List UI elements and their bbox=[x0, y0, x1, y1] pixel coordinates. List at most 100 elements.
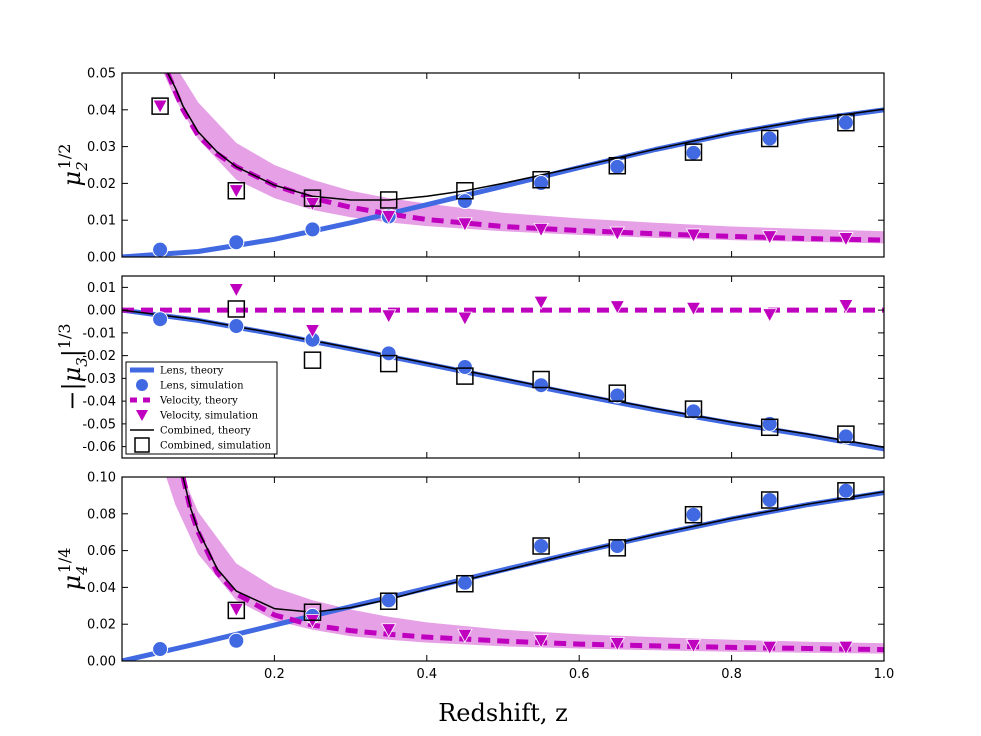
velocity-simulation-point bbox=[304, 197, 321, 212]
lens-simulation-point bbox=[533, 538, 550, 554]
velocity-simulation-point bbox=[762, 230, 778, 245]
velocity-simulation-point bbox=[533, 634, 549, 649]
velocity-simulation-point bbox=[685, 638, 702, 654]
y-axis-label-top: μ21/2 bbox=[55, 144, 91, 187]
velocity-range-band bbox=[166, 477, 884, 654]
velocity-simulation-point bbox=[533, 295, 549, 311]
velocity-simulation-point bbox=[685, 228, 702, 243]
velocity-simulation-point bbox=[381, 623, 397, 638]
combined-theory-line bbox=[122, 309, 884, 449]
y-tick-label: 0.08 bbox=[87, 507, 116, 522]
velocity-simulation-point bbox=[381, 210, 397, 225]
combined-simulation-point bbox=[608, 156, 627, 175]
y-axis-label-superscript: 1/2 bbox=[55, 144, 74, 170]
y-tick-label: -0.02 bbox=[82, 349, 116, 364]
y-axis-label-suffix: | bbox=[58, 349, 87, 357]
axes-frame-top bbox=[121, 72, 885, 258]
lens-simulation-point bbox=[152, 311, 169, 328]
velocity-simulation-point bbox=[457, 628, 473, 644]
legend-label: Combined, theory bbox=[160, 426, 251, 437]
y-tick-label: -0.01 bbox=[82, 326, 116, 341]
y-axis-label-symbol: μ bbox=[58, 367, 86, 383]
panel-top: 0.00 0.01 0.02 0.03 0.04 0.05 μ21/2 bbox=[55, 67, 885, 266]
velocity-simulation-point bbox=[685, 301, 702, 317]
combined-simulation-point bbox=[837, 425, 855, 443]
lens-simulation-point bbox=[533, 377, 550, 394]
y-tick-label: -0.05 bbox=[82, 417, 116, 432]
velocity-range-band bbox=[163, 73, 884, 244]
combined-simulation-point bbox=[684, 400, 703, 418]
y-tick-label: 0.01 bbox=[87, 281, 116, 296]
lens-simulation-point bbox=[152, 641, 169, 658]
x-tick-label: 0.6 bbox=[569, 667, 590, 682]
combined-simulation-point bbox=[227, 182, 246, 200]
panel-bottom: 0.00 0.02 0.04 0.06 0.08 0.10 0.2 0.4 0.6 0.8 1.0 μ… bbox=[55, 471, 895, 728]
velocity-simulation-point bbox=[609, 226, 625, 241]
y-axis-label-subscript: 4 bbox=[73, 565, 91, 576]
axes-frame-middle bbox=[121, 275, 885, 459]
y-axis-label-prefix: −| bbox=[58, 382, 87, 410]
legend: Lens, theory Lens, simulation Velocity, th… bbox=[125, 361, 278, 455]
lens-simulation-point bbox=[456, 359, 473, 375]
y-tick-label: 0.04 bbox=[87, 103, 116, 118]
velocity-simulation-point bbox=[228, 184, 244, 199]
combined-simulation-point bbox=[456, 367, 474, 385]
y-tick-label: 0.03 bbox=[87, 140, 116, 155]
combined-simulation-point bbox=[379, 354, 398, 373]
y-axis-label-superscript: 1/3 bbox=[55, 323, 74, 349]
lens-simulation-point bbox=[609, 158, 626, 175]
x-axis-label: Redshift, z bbox=[438, 699, 568, 727]
legend-box bbox=[125, 361, 278, 455]
combined-simulation-point bbox=[608, 539, 627, 557]
x-tick-label: 1.0 bbox=[874, 667, 895, 682]
combined-simulation-point bbox=[684, 505, 703, 524]
legend-marker bbox=[134, 437, 150, 453]
combined-simulation-point bbox=[379, 191, 398, 209]
y-axis-label-superscript: 1/4 bbox=[55, 548, 74, 574]
y-tick-label: -0.06 bbox=[82, 440, 116, 455]
velocity-simulation-point bbox=[609, 637, 625, 652]
axes-frame-bottom bbox=[121, 476, 885, 662]
legend-label: Velocity, theory bbox=[159, 396, 238, 407]
plot-area-middle bbox=[122, 307, 884, 452]
x-tick-label: 0.4 bbox=[416, 667, 437, 682]
velocity-simulation-point bbox=[381, 309, 397, 324]
velocity-theory-line bbox=[165, 73, 884, 243]
lens-simulation-point bbox=[228, 632, 245, 649]
lens-simulation-point bbox=[228, 318, 245, 335]
y-axis-label-subscript: 3 bbox=[73, 357, 91, 367]
y-tick-label: 0.01 bbox=[87, 214, 116, 229]
lens-simulation-point bbox=[609, 538, 626, 554]
velocity-simulation-point bbox=[152, 99, 168, 114]
lens-simulation-point bbox=[380, 592, 397, 609]
y-axis-label-symbol: μ bbox=[58, 171, 86, 187]
y-tick-label: 0.00 bbox=[87, 251, 116, 266]
combined-simulation-point bbox=[837, 113, 855, 132]
y-axis-label-bottom: μ41/4 bbox=[55, 548, 91, 591]
combined-simulation-point bbox=[303, 603, 322, 621]
y-tick-label: 0.02 bbox=[87, 618, 116, 633]
combined-simulation-point bbox=[532, 370, 550, 389]
x-tick-label: 0.2 bbox=[264, 667, 285, 682]
combined-simulation-point bbox=[151, 97, 169, 115]
lens-simulation-point bbox=[761, 492, 778, 508]
lens-simulation-point bbox=[228, 234, 245, 251]
lens-simulation-point bbox=[304, 221, 321, 238]
y-tick-label: 0.05 bbox=[87, 67, 116, 82]
y-tick-label: -0.03 bbox=[82, 372, 116, 387]
combined-simulation-point bbox=[532, 170, 550, 189]
velocity-simulation-point bbox=[838, 299, 854, 314]
combined-simulation-point bbox=[760, 418, 779, 437]
velocity-simulation-point bbox=[838, 232, 854, 247]
legend-marker bbox=[136, 410, 148, 421]
lens-simulation-point bbox=[685, 144, 702, 161]
velocity-simulation-point bbox=[457, 311, 473, 326]
combined-simulation-point bbox=[227, 300, 246, 318]
combined-simulation-point bbox=[608, 384, 627, 402]
legend-label: Lens, theory bbox=[160, 366, 224, 377]
legend-marker bbox=[135, 378, 149, 392]
legend-label: Velocity, simulation bbox=[159, 411, 259, 422]
velocity-simulation-point bbox=[304, 324, 321, 339]
lens-simulation-point bbox=[152, 241, 169, 258]
